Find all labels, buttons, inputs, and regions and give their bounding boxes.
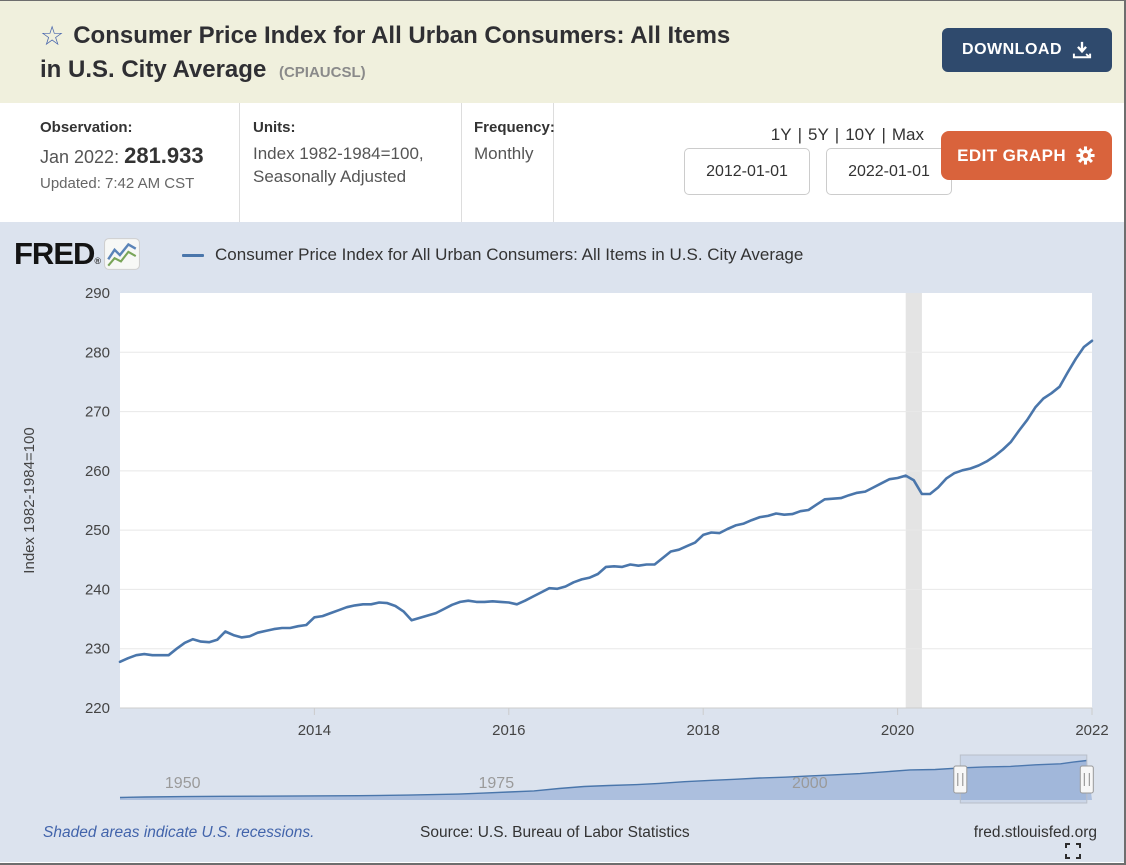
- range-separator: |: [797, 125, 802, 144]
- title-block: ☆ Consumer Price Index for All Urban Cons…: [40, 18, 942, 87]
- x-axis-tick-label: 2022: [1075, 722, 1108, 739]
- range-10y-link[interactable]: 10Y: [845, 125, 876, 144]
- page-title-line1: Consumer Price Index for All Urban Consu…: [73, 21, 731, 49]
- download-button[interactable]: DOWNLOAD: [942, 28, 1112, 72]
- page-header: ☆ Consumer Price Index for All Urban Cons…: [0, 1, 1124, 103]
- download-button-label: DOWNLOAD: [962, 41, 1062, 58]
- navigator-year-label: 1950: [165, 775, 201, 792]
- navigator-selection[interactable]: [959, 754, 1088, 804]
- info-bar: Observation: Jan 2022: 281.933 Updated: …: [0, 103, 1124, 222]
- navigator-area: [120, 760, 1092, 800]
- frequency-value: Monthly: [474, 144, 534, 163]
- edit-graph-label: EDIT GRAPH: [957, 145, 1066, 165]
- range-links: 1Y | 5Y | 10Y | Max: [771, 125, 924, 145]
- y-axis-tick-label: 230: [85, 641, 110, 658]
- registered-mark: ®: [94, 256, 101, 266]
- main-chart: 220 230 240 250 260 270 280 290 2014 2016 2018 2020…: [21, 285, 1109, 804]
- y-axis-title: Index 1982-1984=100: [21, 427, 38, 573]
- fred-logo[interactable]: FRED®: [14, 236, 101, 271]
- observation-date: Jan 2022:: [40, 147, 120, 167]
- graph-footer: Shaded areas indicate U.S. recessions. S…: [0, 819, 1124, 849]
- fred-logo-chart-icon: [104, 237, 141, 275]
- navigator-year-label: 2000: [792, 775, 828, 792]
- range-separator: |: [881, 125, 886, 144]
- series-code: (CPIAUCSL): [278, 64, 366, 82]
- page-title-line2: in U.S. City Average: [40, 56, 267, 84]
- frequency-panel: Frequency: Monthly: [462, 103, 555, 222]
- recession-band: [905, 293, 922, 708]
- observation-updated: Updated: 7:42 AM CST: [40, 175, 195, 192]
- cpi-series-line: [118, 339, 1094, 664]
- y-axis-tick-label: 270: [85, 404, 110, 421]
- x-axis-tick-label: 2014: [298, 722, 331, 739]
- y-axis-tick-label: 250: [85, 522, 110, 539]
- x-axis-tick-label: 2016: [492, 722, 525, 739]
- graph-section: FRED® Consumer Price Index for All Urban…: [0, 222, 1124, 862]
- navigator-year-label: 1975: [479, 775, 515, 792]
- download-icon: [1072, 41, 1092, 59]
- fullscreen-expand-icon[interactable]: [1065, 843, 1081, 859]
- y-axis-tick-label: 240: [85, 581, 110, 598]
- source-note: Source: U.S. Bureau of Labor Statistics: [420, 824, 690, 841]
- navigator-handle[interactable]: [953, 765, 968, 794]
- frequency-label: Frequency:: [474, 119, 555, 136]
- x-axis-tick-label: 2018: [687, 722, 720, 739]
- range-separator: |: [834, 125, 840, 144]
- recession-note: Shaded areas indicate U.S. recessions.: [43, 824, 315, 841]
- legend-label: Consumer Price Index for All Urban Consu…: [215, 245, 804, 264]
- gear-icon: [1075, 145, 1096, 166]
- page-title: ☆ Consumer Price Index for All Urban Cons…: [40, 18, 942, 87]
- observation-panel: Observation: Jan 2022: 281.933 Updated: …: [40, 103, 240, 222]
- date-start-input[interactable]: 2012-01-01: [684, 148, 810, 195]
- favorite-star-icon[interactable]: ☆: [40, 20, 65, 51]
- navigator-handle[interactable]: [1079, 765, 1094, 794]
- y-axis-tick-label: 290: [85, 285, 110, 302]
- date-end-input[interactable]: 2022-01-01: [826, 148, 952, 195]
- chart-legend: Consumer Price Index for All Urban Consu…: [182, 245, 803, 265]
- y-axis-tick-label: 220: [85, 700, 110, 717]
- plot-area[interactable]: [120, 293, 1092, 708]
- site-link[interactable]: fred.stlouisfed.org: [973, 824, 1097, 841]
- units-panel: Units: Index 1982-1984=100, Seasonally A…: [240, 103, 462, 222]
- units-line1: Index 1982-1984=100,: [253, 144, 424, 163]
- edit-graph-button[interactable]: EDIT GRAPH: [941, 131, 1112, 180]
- observation-value: 281.933: [124, 143, 204, 168]
- units-line2: Seasonally Adjusted: [253, 166, 407, 186]
- graph-header: FRED® Consumer Price Index for All Urban…: [0, 222, 1124, 272]
- legend-line-swatch: [182, 253, 205, 257]
- y-axis-tick-label: 260: [85, 463, 110, 480]
- observation-label: Observation:: [40, 119, 133, 136]
- x-axis-tick-label: 2020: [881, 722, 914, 739]
- y-axis-tick-label: 280: [85, 344, 110, 361]
- range-max-link[interactable]: Max: [891, 125, 924, 144]
- range-1y-link[interactable]: 1Y: [770, 125, 792, 144]
- range-controls: 1Y | 5Y | 10Y | Max 2012-01-01 2022-01-01 EDIT…: [554, 103, 1124, 222]
- units-label: Units:: [253, 119, 296, 136]
- range-5y-link[interactable]: 5Y: [807, 125, 829, 144]
